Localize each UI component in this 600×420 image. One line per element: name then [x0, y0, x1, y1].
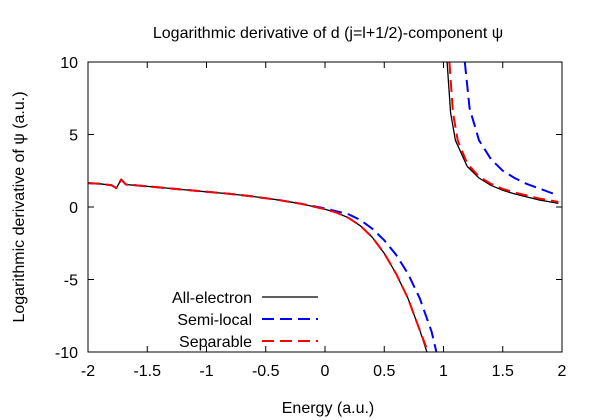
x-tick-label: 0.5: [373, 363, 395, 380]
series-line-separable-segment-2: [448, 62, 559, 203]
y-tick-label: -5: [64, 273, 78, 290]
series-line-semi-local-segment-2: [463, 62, 559, 197]
plot-area: [88, 62, 559, 352]
y-axis-title: Logarithmic derivative of ψ (a.u.): [11, 91, 28, 322]
x-axis-title: Energy (a.u.): [282, 400, 374, 417]
axis-ticks: -2 -1.5 -1 -0.5 0 0.5 1 1.5 2 -10 -5 0 5 10: [55, 55, 567, 380]
y-tick-label: 0: [69, 200, 78, 217]
plot-frame: [87, 61, 563, 353]
x-tick-label: -0.5: [252, 363, 280, 380]
series-line-all-electron-segment-1: [88, 178, 428, 352]
x-tick-label: -2: [81, 363, 95, 380]
series-line-separable-segment-1: [88, 178, 430, 352]
x-tick-label: -1.5: [133, 363, 161, 380]
y-tick-label: 5: [69, 128, 78, 145]
x-tick-label: 1: [439, 363, 448, 380]
legend-label: Semi-local: [177, 312, 252, 329]
x-tick-label: 2: [558, 363, 567, 380]
y-tick-label: 10: [60, 55, 78, 72]
legend-label: Separable: [179, 334, 252, 351]
y-tick-label: -10: [55, 345, 78, 362]
series-line-semi-local-segment-1: [88, 178, 438, 352]
legend-label: All-electron: [172, 290, 252, 307]
x-tick-label: 1.5: [492, 363, 514, 380]
series-line-all-electron-segment-2: [446, 62, 559, 205]
x-tick-label: 0: [321, 363, 330, 380]
chart-title: Logarithmic derivative of d (j=l+1/2)-co…: [153, 25, 503, 42]
x-tick-label: -1: [199, 363, 213, 380]
legend: All-electron Semi-local Separable: [172, 290, 318, 351]
